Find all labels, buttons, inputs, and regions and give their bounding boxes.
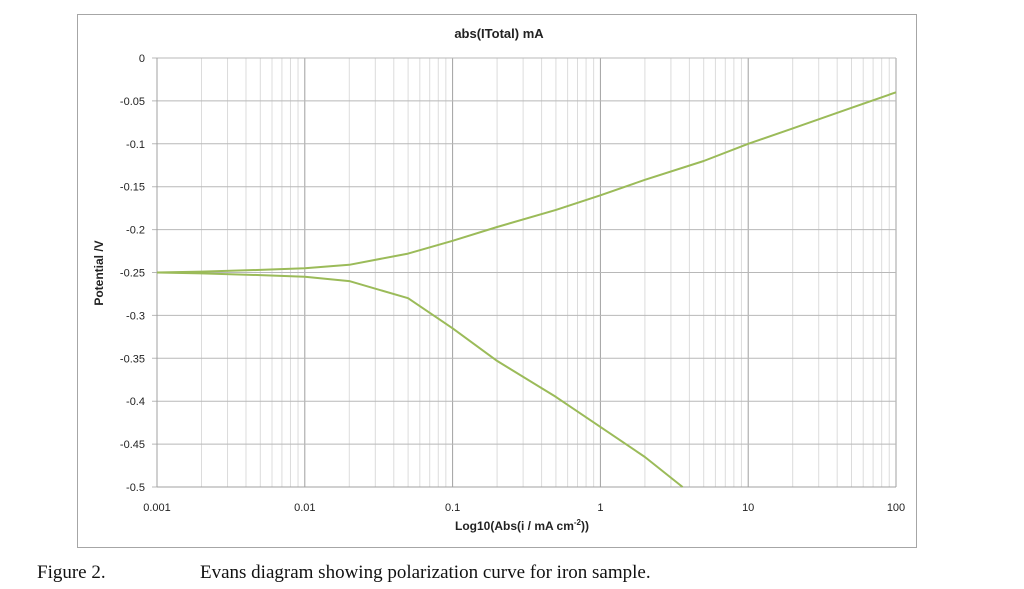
svg-text:-0.35: -0.35 [120,353,145,365]
data-series [156,91,897,488]
svg-text:100: 100 [887,502,905,514]
svg-text:-0.15: -0.15 [120,182,145,194]
svg-text:0: 0 [139,53,145,65]
anodic-curve [156,91,897,274]
svg-text:1: 1 [597,502,603,514]
y-axis-tick-labels: 0 -0.05 -0.1 -0.15 -0.2 -0.25 -0.3 -0.35 -0.4 -0.… [120,53,145,494]
svg-text:-0.05: -0.05 [120,96,145,108]
figure-label: Figure 2. [37,562,106,583]
svg-text:-0.2: -0.2 [126,225,145,237]
y-axis-label: Potential /V [92,240,106,305]
svg-text:-0.5: -0.5 [126,482,145,494]
chart-frame: abs(ITotal) mA Log10(Abs(i / mA cm-2)) P… [77,14,917,548]
svg-text:-0.25: -0.25 [120,268,145,280]
chart-title: abs(ITotal) mA [454,26,544,41]
svg-text:-0.45: -0.45 [120,439,145,451]
x-axis-label: Log10(Abs(i / mA cm-2)) [455,518,589,533]
svg-text:0.1: 0.1 [445,502,460,514]
cathodic-curve [156,271,684,488]
svg-text:0.01: 0.01 [294,502,315,514]
svg-text:-0.1: -0.1 [126,139,145,151]
evans-diagram-chart: abs(ITotal) mA Log10(Abs(i / mA cm-2)) P… [92,26,905,533]
major-gridlines [152,57,897,488]
figure-caption: Evans diagram showing polarization curve… [200,562,651,583]
x-axis-tick-labels: 0.001 0.01 0.1 1 10 100 [143,502,905,514]
svg-text:-0.3: -0.3 [126,310,145,322]
svg-text:0.001: 0.001 [143,502,171,514]
svg-text:10: 10 [742,502,754,514]
svg-text:-0.4: -0.4 [126,396,145,408]
